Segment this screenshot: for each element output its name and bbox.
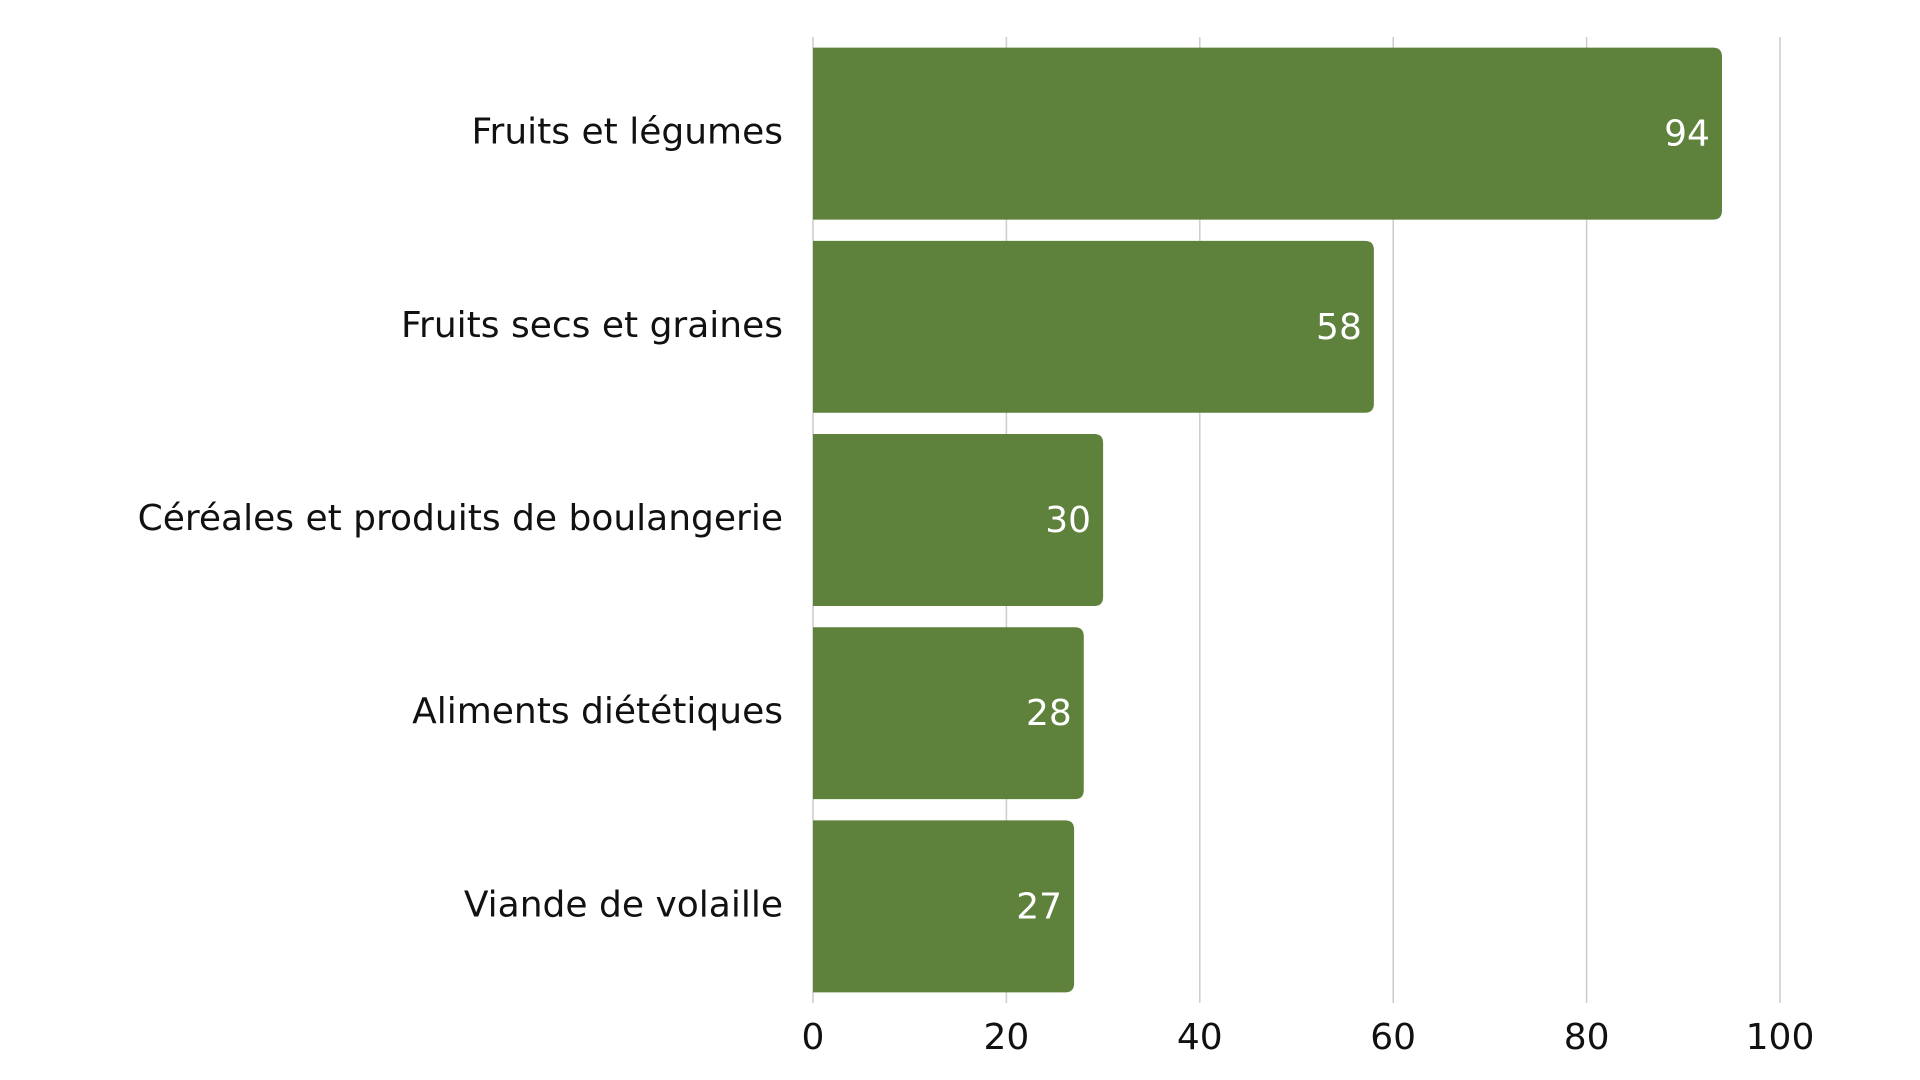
x-tick-label: 0 (802, 1017, 825, 1058)
x-tick-label: 40 (1177, 1017, 1223, 1058)
y-tick-label: Fruits secs et graines (401, 305, 783, 346)
bar (813, 240, 1374, 413)
y-tick-label: Fruits et légumes (471, 112, 783, 153)
value-label: 28 (1026, 693, 1072, 734)
y-tick-label: Céréales et produits de boulangerie (138, 498, 783, 539)
x-tick-label: 20 (983, 1017, 1029, 1058)
value-label: 27 (1016, 886, 1062, 927)
y-tick-label: Aliments diététiques (412, 691, 783, 732)
value-label: 58 (1316, 307, 1362, 348)
y-tick-label: Viande de volaille (464, 884, 783, 925)
x-tick-label: 60 (1370, 1017, 1416, 1058)
x-tick-label: 100 (1746, 1017, 1815, 1058)
value-label: 30 (1045, 500, 1091, 541)
bar (813, 434, 1104, 606)
x-tick-label: 80 (1564, 1017, 1610, 1058)
bar (813, 627, 1084, 800)
value-label: 94 (1664, 114, 1710, 155)
bar (813, 47, 1722, 220)
bar (813, 820, 1075, 993)
